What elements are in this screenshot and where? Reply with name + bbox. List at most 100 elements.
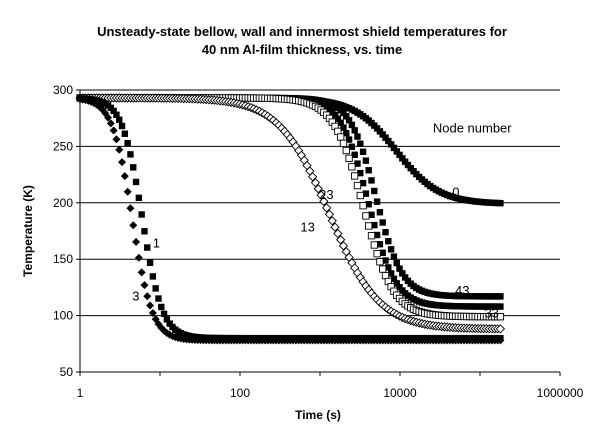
data-point-series-43 (497, 293, 504, 300)
data-point-series-23 (337, 133, 345, 141)
data-point-series-43 (343, 113, 350, 120)
data-point-series-43 (362, 157, 370, 164)
data-point-series-0 (399, 155, 406, 162)
data-point-series-33 (337, 119, 344, 126)
data-point-series-23 (370, 241, 378, 249)
data-point-series-33 (357, 169, 364, 177)
data-point-series-1 (135, 194, 143, 202)
data-point-series-3 (137, 268, 146, 277)
data-point-series-43 (390, 253, 398, 260)
annotation-label: 23 (319, 187, 333, 202)
data-point-series-43 (351, 127, 358, 134)
data-point-series-0 (401, 158, 409, 165)
data-point-series-3 (126, 204, 135, 213)
data-point-series-43 (387, 246, 395, 253)
data-point-series-43 (340, 109, 347, 117)
data-point-series-1 (118, 122, 126, 130)
data-point-series-3 (115, 145, 124, 154)
data-point-series-43 (368, 177, 375, 184)
y-tick-label: 150 (53, 252, 73, 266)
data-point-series-33 (393, 280, 400, 287)
data-point-series-33 (331, 111, 339, 119)
annotation-label: 3 (132, 288, 139, 303)
data-point-series-23 (348, 163, 356, 171)
tick-labels: 50 100 150 200 250 300 1 100 10000 1000000 (53, 83, 584, 400)
data-point-series-1 (163, 316, 171, 323)
x-tick-label: 10000 (383, 386, 417, 400)
data-point-series-1 (127, 151, 134, 158)
data-point-series-1 (146, 259, 154, 266)
data-point-series-13 (327, 216, 337, 226)
data-point-series-33 (334, 115, 342, 122)
data-point-series-13 (495, 324, 506, 334)
data-point-series-43 (345, 117, 353, 124)
data-point-series-23 (353, 181, 362, 190)
data-point-series-1 (144, 244, 151, 251)
data-point-series-1 (138, 211, 145, 218)
data-point-series-33 (387, 270, 395, 277)
data-point-series-13 (313, 184, 323, 194)
y-tick-label: 100 (53, 309, 73, 323)
data-point-series-23 (376, 258, 384, 266)
data-point-series-3 (132, 237, 141, 246)
data-point-series-33 (348, 143, 356, 150)
data-point-series-43 (365, 167, 372, 174)
data-point-series-1 (152, 285, 159, 292)
data-point-series-3 (140, 281, 149, 290)
data-point-series-3 (148, 309, 157, 318)
data-point-series-1 (124, 139, 131, 147)
data-point-series-43 (376, 209, 384, 216)
data-point-series-43 (371, 187, 378, 195)
data-point-series-0 (390, 144, 398, 152)
data-point-series-43 (357, 140, 364, 147)
data-point-series-3 (496, 336, 505, 345)
x-axis-title: Time (s) (295, 408, 341, 422)
data-point-series-43 (385, 237, 392, 245)
data-point-series-33 (396, 284, 403, 291)
data-point-series-33 (343, 129, 350, 137)
data-point-series-23 (362, 212, 370, 220)
data-point-series-43 (379, 219, 386, 226)
chart-title-line-2: 40 nm Al-film thickness, vs. time (202, 42, 402, 57)
data-point-series-33 (368, 211, 375, 219)
data-point-series-1 (121, 130, 129, 137)
data-point-series-1 (116, 116, 123, 123)
data-point-series-43 (396, 265, 403, 272)
y-tick-label: 300 (53, 83, 73, 97)
data-point-series-13 (310, 178, 321, 188)
data-point-series-13 (336, 235, 346, 245)
data-points (75, 93, 506, 345)
data-point-series-23 (342, 146, 350, 155)
data-point-series-0 (497, 199, 504, 207)
y-axis-title: Temperature (K) (21, 185, 35, 277)
annotation-label: 1 (153, 235, 160, 250)
data-point-series-23 (339, 139, 348, 148)
data-point-series-43 (348, 121, 356, 129)
data-point-series-3 (143, 292, 152, 301)
y-tick-label: 200 (53, 196, 73, 210)
data-point-series-3 (104, 113, 113, 122)
annotation-label: Node number (433, 120, 512, 135)
data-point-series-23 (379, 265, 387, 273)
data-point-series-33 (371, 221, 378, 229)
data-point-series-43 (382, 228, 389, 236)
data-point-series-33 (385, 264, 392, 271)
data-point-series-3 (118, 158, 127, 167)
data-point-series-13 (319, 196, 329, 207)
y-tick-label: 50 (60, 365, 74, 379)
data-point-series-13 (338, 241, 349, 251)
data-point-series-33 (354, 160, 361, 167)
data-point-series-3 (106, 119, 115, 128)
data-point-series-13 (322, 203, 332, 213)
data-point-series-23 (359, 202, 367, 210)
data-point-series-33 (376, 241, 384, 248)
data-point-series-0 (385, 137, 392, 145)
data-point-series-1 (155, 295, 162, 302)
data-point-series-33 (373, 231, 381, 239)
data-point-series-33 (340, 124, 347, 131)
x-tick-label: 100 (230, 386, 250, 400)
data-point-series-0 (396, 151, 403, 159)
data-point-series-0 (393, 148, 400, 155)
data-point-series-33 (379, 249, 386, 256)
